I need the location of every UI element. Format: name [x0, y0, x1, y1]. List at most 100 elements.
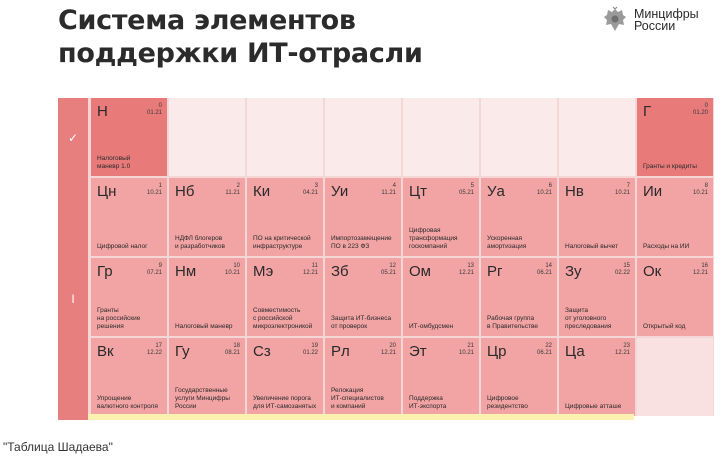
element-symbol: Н	[97, 103, 108, 120]
image-caption: "Таблица Шадаева"	[3, 440, 113, 454]
element-cell[interactable]: Цт 5 05.21 Цифровая трансформация госком…	[403, 178, 479, 256]
element-label: Поддержка ИТ-экспорта	[409, 395, 447, 410]
element-symbol: Нм	[175, 263, 197, 280]
element-number: 13	[467, 263, 474, 269]
element-date: 10.21	[458, 350, 474, 356]
element-number: 14	[545, 263, 552, 269]
element-date: 08.21	[224, 350, 240, 356]
empty-cell	[481, 98, 557, 176]
element-symbol: Цт	[409, 183, 427, 200]
element-number: 18	[233, 343, 240, 349]
element-number: 4	[392, 183, 396, 189]
element-label: Цифровой налог	[97, 243, 148, 250]
empty-cell	[637, 338, 713, 416]
element-symbol: Ца	[565, 343, 585, 360]
element-date: 12.22	[146, 350, 162, 356]
element-symbol: Ом	[409, 263, 431, 280]
element-symbol: Уи	[331, 183, 349, 200]
empty-cell	[325, 98, 401, 176]
element-label: Цифровое резидентство	[487, 395, 528, 410]
element-date: 05.21	[380, 270, 396, 276]
element-cell[interactable]: Гу 18 08.21 Государственные услуги Минци…	[169, 338, 245, 416]
row-marker-one: I	[58, 178, 88, 420]
element-cell[interactable]: Эт 21 10.21 Поддержка ИТ-экспорта	[403, 338, 479, 416]
element-symbol: Гр	[97, 263, 113, 280]
element-symbol: Ки	[253, 183, 271, 200]
element-number: 19	[311, 343, 318, 349]
element-label: Расходы на ИИ	[643, 243, 690, 250]
element-date: 10.21	[224, 270, 240, 276]
element-label: Налоговый маневр	[175, 323, 233, 330]
element-symbol: Эт	[409, 343, 427, 360]
element-label: Защита ИТ-бизнеса от проверок	[331, 315, 392, 330]
element-symbol: Цн	[97, 183, 117, 200]
element-cell[interactable]: Н 0 01.21 Налоговый маневр 1.0	[91, 98, 167, 176]
element-cell[interactable]: Ок 16 12.21 Открытый код	[637, 258, 713, 336]
element-cell[interactable]: Г 0 01.20 Гранты и кредиты	[637, 98, 713, 176]
element-cell[interactable]: Вк 17 12.22 Упрощение валютного контроля	[91, 338, 167, 416]
element-date: 12.21	[692, 270, 708, 276]
element-label: Цифровая трансформация госкомпаний	[409, 227, 458, 250]
element-cell[interactable]: Зб 12 05.21 Защита ИТ-бизнеса от проверо…	[325, 258, 401, 336]
highlight-strip	[88, 414, 634, 420]
element-cell[interactable]: Ца 23 12.21 Цифровые атташе	[559, 338, 635, 416]
element-date: 07.21	[146, 270, 162, 276]
element-cell[interactable]: Рл 20 12.21 Релокация ИТ-специалистов и …	[325, 338, 401, 416]
element-cell[interactable]: Гр 9 07.21 Гранты на российские решения	[91, 258, 167, 336]
element-number: 22	[545, 343, 552, 349]
element-date: 02.22	[614, 270, 630, 276]
element-date: 12.21	[302, 270, 318, 276]
empty-cell	[169, 98, 245, 176]
empty-cell	[559, 98, 635, 176]
element-label: Релокация ИТ-специалистов и компаний	[331, 387, 384, 410]
element-label: Импортозамещение ПО в 223 ФЗ	[331, 235, 392, 250]
element-cell[interactable]: Нм 10 10.21 Налоговый маневр	[169, 258, 245, 336]
element-date: 05.21	[458, 190, 474, 196]
element-cell[interactable]: Зу 15 02.22 Защита от уголовного преслед…	[559, 258, 635, 336]
element-symbol: Ок	[643, 263, 662, 280]
element-date: 01.22	[302, 350, 318, 356]
element-symbol: Цр	[487, 343, 507, 360]
element-number: 11	[311, 263, 318, 269]
element-cell[interactable]: Нв 7 10.21 Налоговый вычет	[559, 178, 635, 256]
element-number: 12	[389, 263, 396, 269]
element-number: 21	[467, 343, 474, 349]
element-label: ИТ-омбудсмен	[409, 323, 454, 330]
element-date: 06.21	[536, 350, 552, 356]
element-number: 0	[158, 103, 162, 109]
element-cell[interactable]: Уа 6 10.21 Ускоренная амортизация	[481, 178, 557, 256]
element-label: Упрощение валютного контроля	[97, 395, 158, 410]
element-symbol: Зб	[331, 263, 349, 280]
empty-cell	[247, 98, 323, 176]
element-symbol: Уа	[487, 183, 505, 200]
element-label: Цифровые атташе	[565, 403, 622, 410]
element-date: 11.21	[225, 190, 240, 196]
element-date: 06.21	[536, 270, 552, 276]
element-cell[interactable]: Нб 2 11.21 НДФЛ блогеров и разработчиков	[169, 178, 245, 256]
element-cell[interactable]: Сз 19 01.22 Увеличение порога для ИТ-сам…	[247, 338, 323, 416]
element-symbol: Рг	[487, 263, 503, 280]
element-cell[interactable]: Ии 8 10.21 Расходы на ИИ	[637, 178, 713, 256]
element-date: 10.21	[146, 190, 162, 196]
ministry-logo: Минцифры России	[602, 6, 714, 36]
element-cell[interactable]: Мэ 11 12.21 Совместимость с российской м…	[247, 258, 323, 336]
element-date: 11.21	[381, 190, 396, 196]
element-cell[interactable]: Цр 22 06.21 Цифровое резидентство	[481, 338, 557, 416]
element-cell[interactable]: Ом 13 12.21 ИТ-омбудсмен	[403, 258, 479, 336]
element-label: Увеличение порога для ИТ-самозанятых	[253, 395, 317, 410]
element-cell[interactable]: Ки 3 04.21 ПО на критической инфраструкт…	[247, 178, 323, 256]
element-symbol: Вк	[97, 343, 114, 360]
element-date: 10.21	[692, 190, 708, 196]
element-symbol: Ии	[643, 183, 663, 200]
empty-cell	[403, 98, 479, 176]
element-label: Ускоренная амортизация	[487, 235, 527, 250]
element-cell[interactable]: Цн 1 10.21 Цифровой налог	[91, 178, 167, 256]
elements-table: ✓ I Н 0 01.21 Налоговый маневр 1.0 Г 0 0…	[58, 98, 714, 420]
element-cell[interactable]: Рг 14 06.21 Рабочая группа в Правительст…	[481, 258, 557, 336]
element-symbol: Сз	[253, 343, 271, 360]
element-number: 16	[701, 263, 708, 269]
element-date: 10.21	[536, 190, 552, 196]
element-label: Защита от уголовного преследования	[565, 307, 612, 330]
element-cell[interactable]: Уи 4 11.21 Импортозамещение ПО в 223 ФЗ	[325, 178, 401, 256]
row-marker-check: ✓	[58, 98, 88, 178]
